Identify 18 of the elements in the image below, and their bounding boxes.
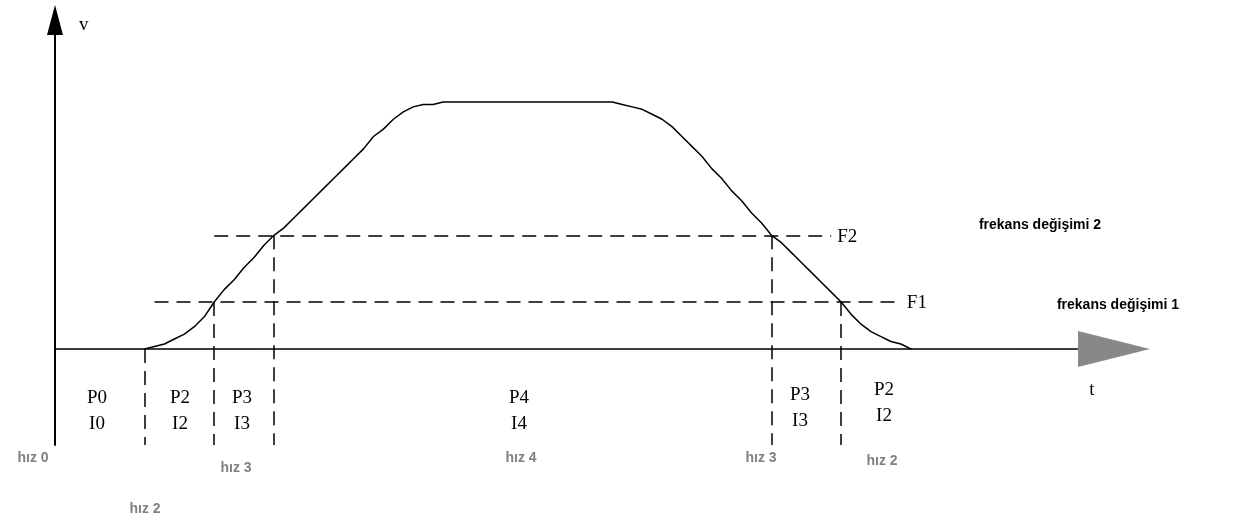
text: hız 3	[745, 449, 777, 465]
x-axis-title: t	[1089, 377, 1096, 399]
ref-line-label: F2	[837, 224, 858, 246]
text: hız 3	[220, 459, 252, 475]
annotation: frekans değişimi 1	[1056, 296, 1180, 312]
text: hız 4	[505, 449, 537, 465]
text: P2 I2	[873, 377, 895, 425]
ref-line-label: F1	[906, 291, 927, 313]
text: hız 2	[129, 500, 161, 516]
text: P4 I4	[508, 385, 530, 433]
text: P3 I3	[789, 382, 811, 430]
text: hız 2	[866, 452, 898, 468]
text: P3 I3	[231, 385, 253, 433]
y-axis-title: v	[79, 12, 89, 34]
text: P0 I0	[86, 385, 108, 433]
annotation: frekans değişimi 2	[978, 216, 1102, 232]
text: P2 I2	[169, 385, 191, 433]
text: hız 0	[17, 449, 49, 465]
